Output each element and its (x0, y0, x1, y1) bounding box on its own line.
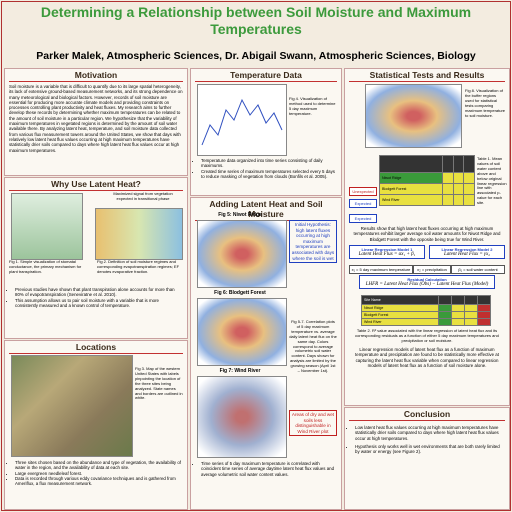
table-2: Site Name Niwot Ridge Blodgett Forest Wi… (361, 295, 492, 326)
bullet: This assumption allows us to pair soil m… (15, 298, 183, 309)
results: Results show that high latent heat fluxe… (353, 226, 501, 242)
temperature-data: Temperature Data Fig 4. Visualization of… (190, 68, 342, 196)
bullet: Three sites chosen based on the abundanc… (15, 460, 183, 471)
legend-item: x₁ = 5 day maximum temperature (349, 265, 413, 274)
model-1: Linear Regression Model 1 Latent Heat Flu… (349, 245, 425, 259)
caption: Table 1. Mean values of soil water conte… (477, 156, 507, 206)
formula: LHFR = Latent Heat Flux (Obs) − Latent H… (365, 282, 489, 287)
heading: Temperature Data (195, 70, 337, 82)
title: Determining a Relationship between Soil … (40, 4, 472, 37)
residual: Residual Calculation LHFR = Latent Heat F… (359, 275, 495, 289)
stats: Statistical Tests and Results Fig 8. Vis… (344, 68, 510, 406)
legend-item: β₁ = soil water content (451, 265, 505, 274)
bullet: Previous studies have shown that plant t… (15, 287, 183, 298)
plot (201, 98, 283, 146)
motivation: Motivation Soil moisture is a variable t… (4, 68, 188, 176)
hypothesis: Initial Hypothesis: high latent fluxes o… (289, 220, 337, 264)
header: Site Name (361, 295, 439, 305)
site: Blodgett Forest (379, 183, 443, 195)
plot-title: Fig 6: Blodgett Forest (214, 290, 266, 296)
map (11, 355, 133, 457)
label: Unexpected (349, 187, 377, 196)
formula: Latent Heat Flux = γx₂ (444, 252, 490, 257)
bullet: Data is recorded through various eddy co… (15, 476, 183, 487)
latent-heat: Why Use Latent Heat? Maximized signal fr… (4, 177, 188, 339)
conclusion: Conclusion Low latent heat flux values o… (344, 407, 510, 510)
heading: Conclusion (349, 409, 505, 421)
bullet: Temperature data organized into time ser… (201, 158, 339, 169)
figure-1 (11, 193, 83, 260)
caption: Fig 1. Simple visualization of stomatal … (9, 259, 82, 274)
plot-5 (197, 220, 287, 288)
legend-item: x₂ = precipitation (413, 265, 451, 274)
bullet: Large evergreen needleleaf forest. (15, 471, 183, 476)
label: Linear Regression Model 1 (361, 247, 413, 252)
model-2: Linear Regression Model 2 Latent Heat Flu… (429, 245, 505, 259)
body: Soil moisture is a variable that is diff… (9, 84, 183, 153)
bullet: Hypothesis only works well in wet enviro… (355, 444, 503, 455)
authors: Parker Malek, Atmospheric Sciences, Dr. … (36, 50, 476, 62)
formula: Latent Heat Flux = αx₁ + β₁ (358, 252, 416, 257)
plot-6 (197, 298, 287, 366)
callout: Areas of dry and wet soils less distingu… (289, 410, 337, 437)
plot-title: Fig 5: Niwot Ridge (218, 212, 262, 218)
caption: Fig 2. Definition of soil moisture regim… (97, 259, 180, 274)
heading: Statistical Tests and Results (349, 70, 505, 82)
heading: Locations (9, 342, 183, 354)
site: Wind River (361, 318, 439, 326)
heading: Why Use Latent Heat? (9, 179, 183, 191)
caption: Fig 5-7. Correlation plots of 5 day maxi… (289, 319, 337, 374)
label: Expected (349, 199, 377, 208)
site: Niwot Ridge (379, 172, 443, 184)
label: Expected (349, 214, 377, 223)
bullet: Created time series of maximum temperatu… (201, 169, 339, 180)
adding: Adding Latent Heat and Soil Moisture Fig… (190, 197, 342, 510)
label: Residual Calculation (407, 277, 447, 282)
caption: Fig 4. Visualization of method used to d… (289, 96, 336, 116)
note: Maximized signal from vegetation expecte… (113, 191, 173, 201)
plot-7 (197, 376, 287, 458)
site: Niwot Ridge (361, 304, 439, 312)
label: Linear Regression Model 2 (441, 247, 493, 252)
figure-8 (365, 84, 462, 148)
caption: Table 2. R² value associated with the li… (355, 328, 499, 343)
bullet: Time series of 5 day maximum temperature… (201, 461, 339, 477)
caption: Fig 3. Map of the western United States … (135, 366, 183, 401)
site: Blodgett Forest (361, 311, 439, 319)
summary: Linear regression models of latent heat … (355, 347, 499, 368)
plot-title: Fig 7: Wind River (219, 368, 261, 374)
table-1: Niwot Ridge Blodgett Forest Wind River (379, 155, 475, 206)
caption: Fig 8. Visualization of the buffer regio… (465, 88, 506, 118)
bullet: Low latent heat flux values occurring at… (355, 425, 503, 441)
figure-2 (95, 208, 183, 260)
site: Wind River (379, 194, 443, 206)
locations: Locations Fig 3. Map of the western Unit… (4, 340, 188, 510)
figure-4 (197, 84, 287, 156)
heading: Motivation (9, 70, 183, 82)
